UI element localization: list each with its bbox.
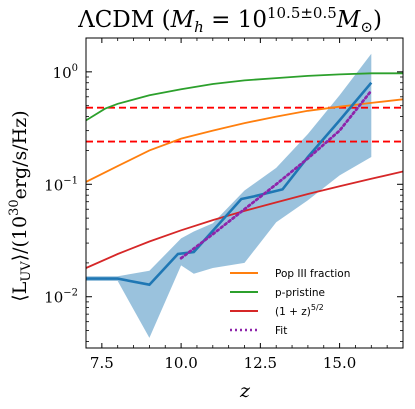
y-axis-label-mid: ⟩/(10 — [9, 216, 31, 261]
legend-label-fit: Fit — [275, 325, 287, 337]
chart-title-tail-m: M — [336, 7, 362, 33]
y-tick-label-base: 10 — [44, 176, 63, 194]
y-tick-label-exp: 0 — [72, 63, 78, 74]
series-lines-layer — [86, 72, 403, 287]
x-axis-label: z — [239, 380, 251, 402]
scaling-line — [86, 170, 403, 269]
y-tick-label: 10−1 — [44, 175, 78, 194]
x-tick-label: 12.5 — [244, 354, 277, 372]
p-pristine-line — [86, 72, 403, 122]
y-axis-label-sup: 30 — [7, 199, 22, 216]
y-axis-label-lead: ⟨L — [9, 281, 31, 301]
legend-label-p-pristine: p-pristine — [275, 287, 325, 299]
x-tick-label: 7.5 — [90, 354, 114, 372]
confidence-band — [86, 53, 372, 338]
x-tick-label: 10.0 — [164, 354, 197, 372]
y-tick-label-exp: −2 — [63, 288, 78, 299]
legend-label-scaling: (1 + z)5/2 — [275, 303, 324, 318]
chart-title-exp: 10.5±0.5 — [267, 4, 337, 22]
chart-title-lead: ΛCDM ( — [77, 7, 170, 33]
y-tick-label-exp: −1 — [63, 175, 78, 186]
y-tick-label-base: 10 — [44, 289, 63, 307]
legend-label-pop-iii-fraction: Pop III fraction — [275, 268, 350, 280]
y-axis-label: ⟨LUV⟩/(1030erg/s/Hz) — [7, 110, 34, 301]
y-tick-label-base: 10 — [53, 64, 72, 82]
legend-label-scaling-sup: 5/2 — [311, 303, 324, 312]
y-axis-label-tail: erg/s/Hz) — [9, 110, 31, 199]
legend: Pop III fraction p-pristine (1 + z)5/2 F… — [230, 268, 350, 337]
pop-iii-fraction-line — [86, 98, 403, 183]
y-tick-label: 100 — [53, 63, 78, 82]
confidence-band-layer — [86, 53, 372, 338]
x-tick-label: 15.0 — [323, 354, 356, 372]
mean-luminosity-line — [86, 81, 373, 287]
fit-line-overlay — [179, 89, 373, 260]
chart-title-m-sub: h — [194, 18, 204, 36]
chart-title-close: ) — [373, 7, 382, 33]
chart-title: ΛCDM (Mh = 1010.5±0.5M⊙) — [77, 4, 382, 36]
legend-label-scaling-lead: (1 + z) — [275, 306, 311, 318]
chart-title-eq: = 10 — [204, 7, 267, 33]
chart-title-m: M — [170, 7, 196, 33]
chart-title-tail-sub: ⊙ — [360, 18, 373, 36]
y-tick-label: 10−2 — [44, 288, 78, 307]
y-axis-label-sub: UV — [19, 261, 34, 282]
